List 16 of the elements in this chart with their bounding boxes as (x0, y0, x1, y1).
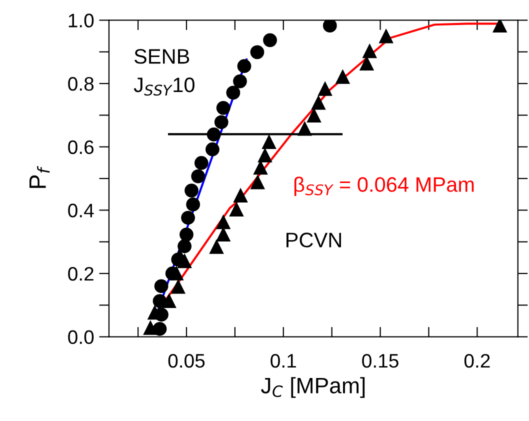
y-tick-label: 0.8 (68, 76, 94, 91)
y-tick-label: 1.0 (68, 14, 94, 28)
y-tick-label: 0.2 (68, 266, 94, 281)
x-tick-label: 0.05 (168, 354, 205, 368)
x-tick-label: 0.2 (464, 354, 490, 368)
x-tick-label: 0.1 (270, 354, 296, 368)
annotation: J$_{SSY}$10 (134, 77, 194, 96)
x-tick-label: 0.15 (362, 354, 398, 368)
x-axis-title: J$_{C}$ [MPam] (261, 377, 365, 398)
series-label: β$_{SSY}$ = 0.064 MPam (294, 176, 474, 196)
y-axis-title: P$_{f}$ (30, 166, 50, 188)
y-tick-label: 0.6 (68, 140, 94, 154)
y-tick-label: 0.4 (68, 204, 94, 218)
text: PCVN (286, 232, 341, 248)
y-tick-label: 0.0 (68, 330, 94, 344)
legend-label: SENB (134, 49, 190, 64)
